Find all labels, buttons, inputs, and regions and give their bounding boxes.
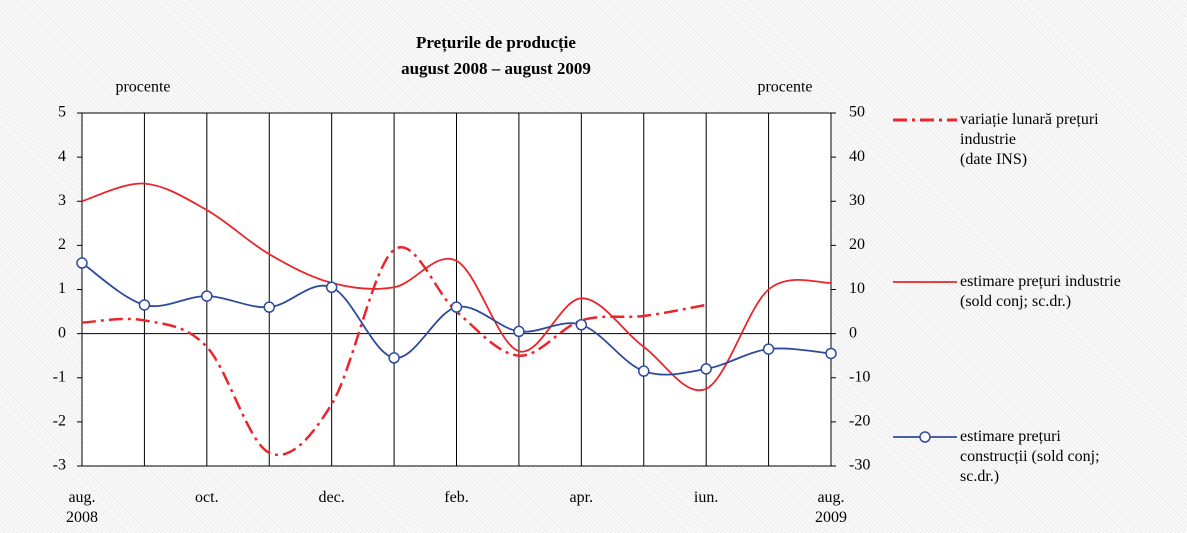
y2-tick-label: -20 — [849, 413, 870, 430]
y-tick-label: 5 — [58, 104, 66, 121]
y2-tick-label: 40 — [849, 148, 865, 165]
legend-label: estimare prețuri industrie (sold conj; s… — [960, 273, 1121, 310]
x-tick-label: feb. — [444, 489, 469, 506]
y-tick-label: 0 — [58, 324, 66, 341]
marker — [700, 363, 712, 375]
marker — [762, 343, 775, 355]
marker — [388, 352, 400, 364]
legend-label: estimare prețuri construcții (sold conj;… — [960, 428, 1100, 485]
marker — [201, 290, 213, 302]
y-tick-label: -1 — [53, 368, 66, 385]
y-tick-label: 2 — [58, 236, 66, 253]
marker — [325, 281, 338, 294]
marker — [76, 257, 88, 269]
series-line — [81, 246, 707, 456]
y2-tick-label: 0 — [849, 324, 857, 341]
x-tick-label: dec. — [318, 489, 345, 506]
x-tick-label: apr. — [569, 489, 594, 506]
y2-tick-label: -10 — [849, 368, 870, 385]
y2-tick-label: 30 — [849, 192, 865, 209]
series-line — [81, 182, 832, 392]
x-tick-label: oct. — [195, 489, 219, 506]
y2-tick-label: 50 — [849, 104, 865, 121]
marker — [513, 325, 525, 338]
x-tick-label: aug. 2008 — [66, 489, 98, 526]
marker — [450, 301, 463, 313]
y-tick-label: 4 — [58, 148, 66, 165]
marker — [638, 365, 650, 377]
plot-border — [81, 112, 832, 467]
y2-tick-label: 10 — [849, 280, 865, 297]
y-tick-label: -3 — [53, 457, 66, 474]
chart-subtitle: august 2008 – august 2009 — [401, 59, 591, 78]
chart-title: Prețurile de producție — [416, 33, 576, 53]
y-axis-label: procente — [115, 79, 170, 96]
marker — [263, 301, 275, 313]
y-tick-label: -2 — [53, 413, 66, 430]
y-tick-label: 1 — [58, 280, 66, 297]
y2-tick-label: -30 — [849, 457, 870, 474]
x-tick-label: iun. — [693, 489, 719, 506]
x-tick-label: aug. 2009 — [815, 489, 847, 526]
marker — [138, 299, 151, 311]
y-tick-label: 3 — [58, 192, 66, 209]
marker — [825, 347, 837, 360]
y2-tick-label: 20 — [849, 236, 865, 253]
legend-label: variație lunară prețuri industrie (date … — [960, 111, 1099, 168]
marker — [575, 319, 588, 331]
y2-axis-label: procente — [757, 79, 812, 96]
legend-marker — [919, 431, 931, 443]
